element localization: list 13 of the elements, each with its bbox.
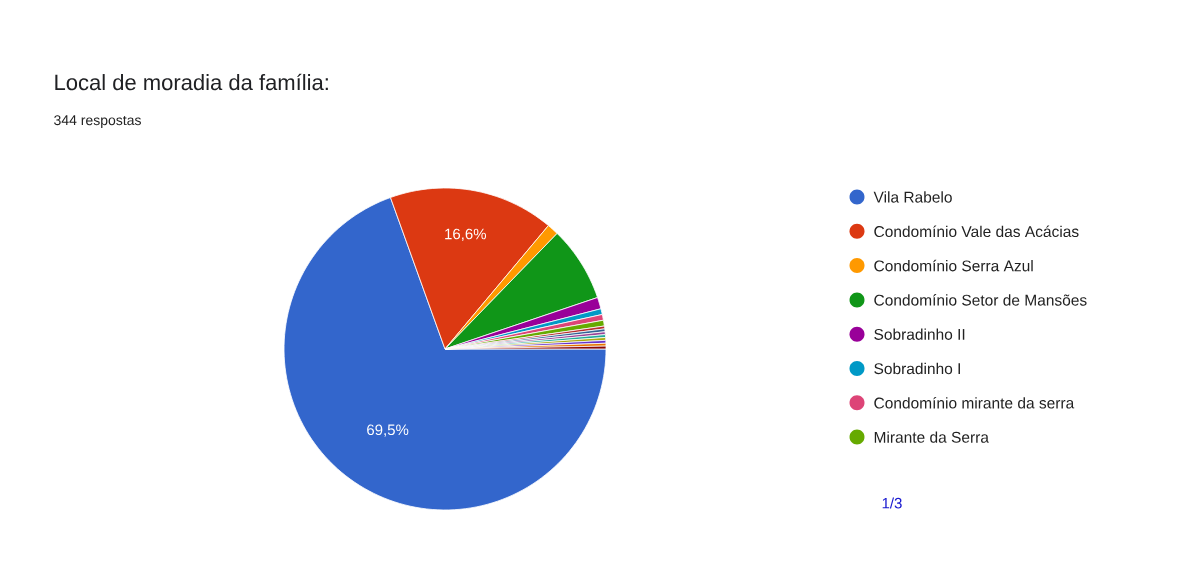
legend-label: Condomínio Setor de Mansões bbox=[874, 294, 1087, 306]
chart-title: Local de moradia da família: bbox=[55, 73, 328, 91]
legend-label: Condomínio mirante da serra bbox=[874, 397, 1075, 409]
legend-label: Condomínio Serra Azul bbox=[874, 259, 1033, 272]
text: 1/3 bbox=[882, 497, 902, 509]
legend-label: Mirante da Serra bbox=[874, 431, 989, 443]
legend-label: Sobradinho II bbox=[874, 328, 965, 340]
legend-label: Sobradinho I bbox=[874, 362, 960, 375]
text: 344 respostas bbox=[54, 115, 141, 128]
data-label: 16,6% bbox=[445, 228, 487, 242]
data-label: 69,5% bbox=[367, 424, 409, 437]
legend-label: Vila Rabelo bbox=[873, 191, 952, 203]
legend-label: Condomínio Vale das Acácias bbox=[874, 225, 1079, 238]
